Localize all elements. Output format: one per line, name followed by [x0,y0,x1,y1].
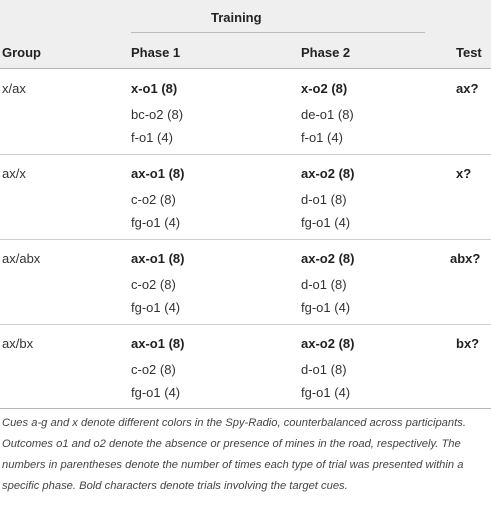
row-2-rule [0,239,491,240]
row-1-group: x/ax [2,81,26,96]
header-group: Group [2,45,41,60]
row-1-phase1-target: x-o1 (8) [131,81,178,96]
row-3-phase1-trial-2: c-o2 (8) [131,277,176,292]
row-4-phase2-target: ax-o2 (8) [301,336,355,351]
row-1-rule [0,154,491,155]
row-4-phase1-trial-3: fg-o1 (4) [131,385,181,400]
row-3-rule [0,324,491,325]
row-1-test: ax? [456,81,479,96]
row-4-phase2-trial-2: d-o1 (8) [301,362,347,377]
row-4-phase1-target: ax-o1 (8) [131,336,185,351]
row-3-phase2-trial-3: fg-o1 (4) [301,300,351,315]
row-1-phase2-trial-2: de-o1 (8) [301,107,354,122]
row-3-phase2-trial-2: d-o1 (8) [301,277,347,292]
training-span-rule [131,32,425,33]
header-training: Training [211,10,262,25]
header-row-2 [0,34,491,68]
row-1-phase1-trial-2: bc-o2 (8) [131,107,184,122]
row-2-test: x? [456,166,472,181]
row-2-phase1-trial-2: c-o2 (8) [131,192,176,207]
header-bottom-rule [0,68,491,69]
row-1-phase2-target: x-o2 (8) [301,81,348,96]
row-4-phase1-trial-2: c-o2 (8) [131,362,176,377]
row-2-phase2-trial-2: d-o1 (8) [301,192,347,207]
row-2-phase1-trial-3: fg-o1 (4) [131,215,181,230]
row-4-test: bx? [456,336,480,351]
header-row-1 [0,0,491,34]
header-phase-1: Phase 1 [131,45,181,60]
table-bottom-rule [0,408,491,409]
row-4-group: ax/bx [2,336,34,351]
row-2-phase2-target: ax-o2 (8) [301,166,355,181]
row-3-phase1-target: ax-o1 (8) [131,251,185,266]
row-3-phase1-trial-3: fg-o1 (4) [131,300,181,315]
row-2-phase2-trial-3: fg-o1 (4) [301,215,351,230]
row-2-group: ax/x [2,166,26,181]
row-3-phase2-target: ax-o2 (8) [301,251,355,266]
header-test: Test [456,45,482,60]
row-3-group: ax/abx [2,251,41,266]
row-4-phase2-trial-3: fg-o1 (4) [301,385,351,400]
row-1-phase2-trial-3: f-o1 (4) [301,130,343,145]
row-2-phase1-target: ax-o1 (8) [131,166,185,181]
table-footnote: Cues a-g and x denote different colors i… [2,417,466,492]
header-phase-2: Phase 2 [301,45,351,60]
row-3-test: abx? [450,251,481,266]
row-1-phase1-trial-3: f-o1 (4) [131,130,173,145]
